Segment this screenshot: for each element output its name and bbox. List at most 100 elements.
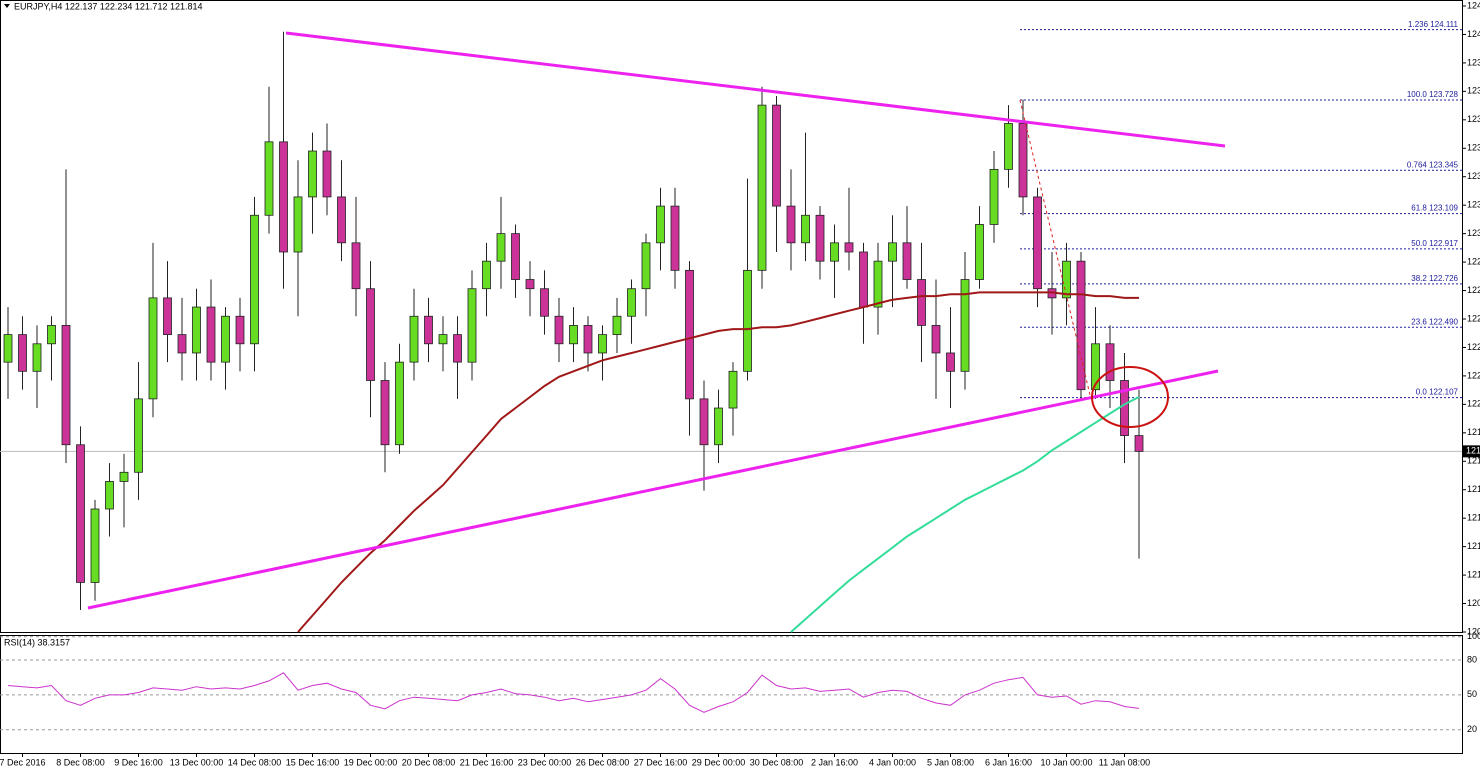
fib-label: 38.2 122.726 xyxy=(1411,274,1458,283)
candle-body xyxy=(453,334,462,363)
candle-body xyxy=(569,325,578,345)
fib-label: 50.0 122.917 xyxy=(1411,239,1458,248)
y-tick-label: 120.830 xyxy=(1467,626,1480,636)
y-tick-label: 123.000 xyxy=(1467,228,1480,238)
fib-label: 0.764 123.345 xyxy=(1407,160,1459,169)
candle-body xyxy=(525,279,535,290)
candle-body xyxy=(148,297,158,400)
candle-body xyxy=(743,269,752,372)
last-price-box xyxy=(1463,445,1480,458)
candle-body xyxy=(801,214,810,244)
candle-body xyxy=(554,315,564,345)
candle-body xyxy=(511,233,520,280)
candle-body xyxy=(612,315,622,336)
y-tick-label: 123.465 xyxy=(1467,143,1480,153)
candle-body xyxy=(1018,123,1028,198)
last-price-label: 121.814 xyxy=(1466,446,1480,456)
candle-body xyxy=(627,288,636,317)
candle-body xyxy=(815,214,825,262)
candle-body xyxy=(1134,435,1144,452)
x-tick-label: 21 Dec 16:00 xyxy=(460,757,514,767)
candle-body xyxy=(1105,343,1115,381)
y-tick-label: 123.930 xyxy=(1467,57,1480,67)
x-tick-label: 8 Dec 08:00 xyxy=(56,757,105,767)
price-panel xyxy=(0,0,1463,633)
x-tick-label: 7 Dec 2016 xyxy=(0,757,46,767)
candle-body xyxy=(380,380,390,446)
rsi-line xyxy=(7,672,1140,713)
candle-body xyxy=(76,444,85,583)
fib-anchor-line xyxy=(1019,99,1091,396)
candle-body xyxy=(946,352,955,372)
candle-body xyxy=(656,205,665,244)
x-tick-label: 15 Dec 16:00 xyxy=(286,757,340,767)
candle-body xyxy=(250,214,259,345)
candle-body xyxy=(641,242,651,290)
fib-label: 0.0 122.107 xyxy=(1416,388,1459,397)
y-tick-label: 122.380 xyxy=(1467,342,1480,352)
candle-body xyxy=(192,306,201,354)
candle-body xyxy=(786,205,796,244)
fib-label: 23.6 122.490 xyxy=(1411,317,1458,326)
x-tick-label: 5 Jan 08:00 xyxy=(927,757,974,767)
x-tick-label: 9 Dec 16:00 xyxy=(114,757,163,767)
x-tick-label: 20 Dec 08:00 xyxy=(402,757,456,767)
moving-average xyxy=(790,396,1140,633)
candle-body xyxy=(670,205,680,271)
x-tick-label: 6 Jan 16:00 xyxy=(985,757,1032,767)
candle-body xyxy=(844,242,854,253)
candle-body xyxy=(931,325,941,354)
y-tick-label: 121.605 xyxy=(1467,484,1480,494)
highlight-circle xyxy=(1091,366,1169,428)
candle-body xyxy=(293,196,303,253)
rsi-tick-label: 80 xyxy=(1467,654,1477,664)
candle-body xyxy=(1062,260,1071,299)
x-tick-label: 13 Dec 00:00 xyxy=(170,757,224,767)
x-tick-label: 19 Dec 00:00 xyxy=(344,757,398,767)
candle-body xyxy=(873,260,883,308)
candle-body xyxy=(366,288,375,381)
candle-body xyxy=(496,233,506,262)
moving-average xyxy=(297,291,1139,633)
candle-body xyxy=(163,297,172,336)
x-tick-label: 2 Jan 16:00 xyxy=(811,757,858,767)
candle-body xyxy=(409,315,419,363)
candle-body xyxy=(540,288,549,317)
candle-body xyxy=(221,315,230,363)
candle-body xyxy=(1076,260,1086,391)
candle-body xyxy=(772,104,781,207)
y-tick-label: 123.155 xyxy=(1467,200,1480,210)
x-tick-label: 11 Jan 08:00 xyxy=(1099,757,1150,767)
grid xyxy=(0,5,1466,757)
y-tick-label: 121.915 xyxy=(1467,427,1480,437)
candle-body xyxy=(206,306,216,363)
fib-label: 61.8 123.109 xyxy=(1411,204,1458,213)
trendline-upper xyxy=(285,31,1226,148)
trendline-lower xyxy=(87,369,1219,610)
candle-body xyxy=(264,141,274,216)
symbol-icon xyxy=(4,4,10,8)
candle-body xyxy=(235,315,245,345)
y-tick-label: 122.535 xyxy=(1467,313,1480,323)
rsi-tick-label: 50 xyxy=(1467,689,1477,699)
candle-body xyxy=(424,315,433,345)
candle-body xyxy=(714,407,723,446)
candle-body xyxy=(830,242,839,262)
candle-body xyxy=(975,224,984,280)
rsi-tick-label: 20 xyxy=(1467,724,1477,734)
y-tick-label: 120.985 xyxy=(1467,598,1480,608)
x-tick-label: 14 Dec 08:00 xyxy=(228,757,282,767)
x-tick-label: 4 Jan 00:00 xyxy=(869,757,916,767)
overlay: 121.814 xyxy=(1463,445,1480,458)
y-tick-label: 124.085 xyxy=(1467,29,1480,39)
x-tick-label: 29 Dec 00:00 xyxy=(692,757,746,767)
candle-body xyxy=(757,104,767,271)
candle-body xyxy=(18,334,27,372)
candle-body xyxy=(685,269,694,400)
candle-body xyxy=(902,242,912,280)
moving-averages xyxy=(297,291,1140,633)
candle-body xyxy=(1033,196,1042,290)
candle-body xyxy=(1004,123,1013,170)
y-tick-label: 122.845 xyxy=(1467,256,1480,266)
